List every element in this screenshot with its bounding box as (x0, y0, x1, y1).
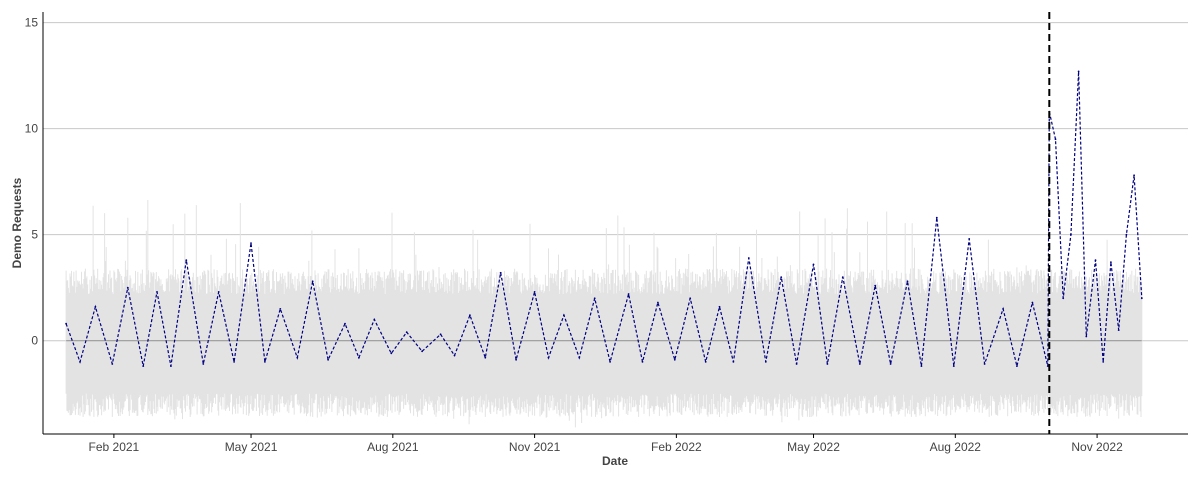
data-point (627, 293, 630, 295)
data-point (858, 363, 861, 365)
axes (42, 12, 1188, 438)
interval-band (65, 200, 1143, 428)
data-point (764, 361, 767, 363)
data-point (673, 358, 676, 361)
data-point (170, 365, 172, 367)
data-point (373, 318, 376, 321)
data-point (1102, 361, 1105, 363)
data-point (952, 365, 955, 367)
data-point (1077, 70, 1080, 73)
data-point (111, 363, 114, 365)
x-tick-label: May 2022 (787, 440, 840, 454)
data-point (1016, 365, 1018, 367)
data-point (874, 284, 877, 287)
data-point (747, 257, 750, 259)
data-point (469, 314, 471, 317)
series-line (65, 70, 1143, 367)
data-point (358, 356, 360, 359)
y-tick-label: 10 (25, 122, 39, 136)
y-tick-label: 15 (25, 16, 39, 30)
data-point (250, 242, 252, 245)
y-tick-label: 5 (31, 228, 38, 242)
data-point (1094, 259, 1097, 261)
data-point (126, 286, 129, 289)
data-point (1031, 301, 1034, 304)
data-point (515, 358, 517, 361)
data-point (233, 361, 236, 363)
data-point (217, 291, 220, 293)
series-path (65, 71, 1143, 367)
data-point (920, 365, 923, 367)
data-point (279, 308, 282, 310)
data-point (983, 363, 986, 365)
y-tick-labels: 0 5 10 15 (25, 16, 39, 348)
data-point (1133, 174, 1135, 177)
data-point (1046, 365, 1049, 367)
data-point (593, 297, 596, 300)
data-point (439, 333, 442, 336)
data-point (156, 291, 158, 293)
data-point (1054, 138, 1057, 141)
x-tick-label: Aug 2022 (930, 440, 982, 454)
data-point (327, 358, 329, 361)
data-point (563, 314, 565, 317)
data-point (296, 356, 299, 359)
data-point (202, 363, 205, 365)
x-tick-label: Nov 2022 (1071, 440, 1123, 454)
data-point (641, 361, 644, 363)
y-axis-title: Demo Requests (10, 177, 24, 268)
data-point (547, 356, 550, 359)
data-point (889, 363, 892, 365)
x-tick-label: Feb 2022 (651, 440, 702, 454)
data-point (1117, 329, 1120, 331)
x-tick-label: May 2021 (225, 440, 278, 454)
data-point (185, 259, 188, 261)
x-tick-label: Aug 2021 (367, 440, 419, 454)
data-point (142, 365, 145, 367)
data-point (1070, 233, 1072, 236)
data-point (405, 331, 408, 334)
y-tick-label: 0 (31, 334, 38, 348)
x-tick-labels: Feb 2021 May 2021 Aug 2021 Nov 2021 Feb 2022… (89, 440, 1124, 454)
confidence-band (65, 200, 1143, 428)
data-point (780, 276, 783, 278)
data-point (968, 238, 971, 240)
data-point (795, 363, 798, 365)
data-point (264, 361, 266, 363)
x-axis-title: Date (602, 454, 628, 468)
x-tick-label: Nov 2021 (509, 440, 561, 454)
data-point (732, 361, 735, 363)
data-point (826, 363, 829, 365)
data-point (812, 263, 815, 266)
data-point (935, 216, 938, 219)
x-tick-label: Feb 2021 (89, 440, 140, 454)
data-point (499, 271, 502, 274)
data-point (689, 297, 692, 300)
data-point (841, 276, 844, 278)
data-point (704, 361, 707, 363)
data-point (1140, 297, 1143, 300)
data-point (1110, 261, 1112, 264)
data-point (578, 356, 581, 359)
data-point (718, 305, 721, 308)
data-point (421, 350, 423, 353)
data-point (1002, 308, 1004, 310)
data-point (657, 301, 659, 304)
data-point (311, 280, 314, 283)
data-point (906, 280, 909, 283)
data-point (1062, 297, 1065, 300)
data-point (484, 356, 487, 359)
data-point (533, 291, 536, 293)
data-point (1085, 335, 1088, 338)
data-point (453, 354, 456, 357)
data-point (65, 322, 67, 325)
data-point (390, 352, 393, 355)
data-point (1125, 233, 1128, 236)
data-point (94, 305, 97, 308)
data-point (609, 361, 611, 363)
data-point (344, 322, 346, 325)
data-point (79, 361, 81, 363)
